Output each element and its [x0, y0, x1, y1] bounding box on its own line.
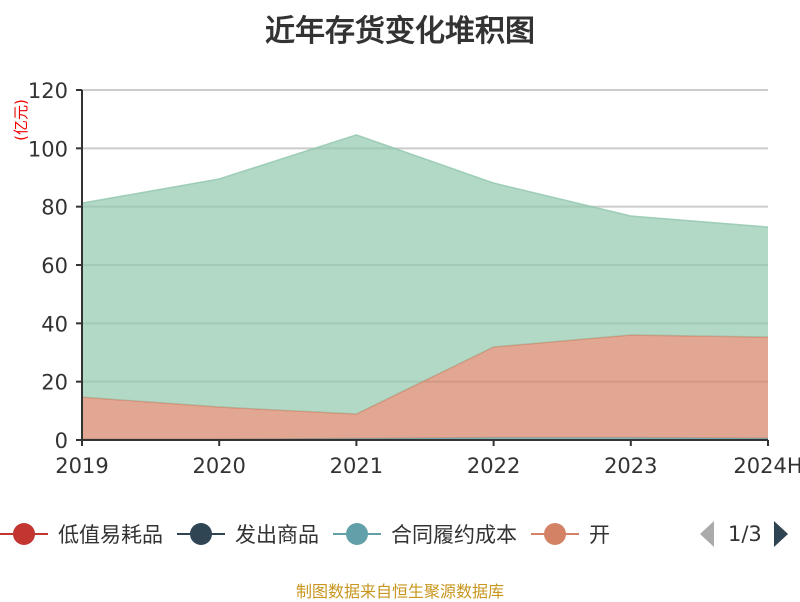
legend-label: 发出商品: [235, 523, 319, 547]
area-开: [82, 335, 768, 440]
y-tick-label: 120: [28, 79, 68, 103]
y-tick-label: 100: [28, 137, 68, 161]
x-tick-label: 2020: [192, 454, 245, 478]
x-tick-label: 2019: [55, 454, 108, 478]
legend-pager: 1/3: [700, 518, 800, 550]
legend-marker-icon: [0, 522, 48, 546]
legend-label: 合同履约成本: [391, 523, 517, 547]
x-tick-label: 2023: [604, 454, 657, 478]
legend-prev-arrow-icon[interactable]: [700, 521, 714, 547]
legend-item[interactable]: 低值易耗品: [0, 519, 163, 549]
legend-item[interactable]: 开: [531, 519, 610, 549]
y-tick-label: 60: [41, 254, 68, 278]
stacked-area-chart: 0 20 40 60 80 100 120 2019 2020 2021 2022 2023 2024H…: [12, 79, 800, 478]
legend-label: 开: [589, 523, 610, 547]
y-tick-label: 20: [41, 371, 68, 395]
legend-marker-icon: [333, 522, 381, 546]
y-tick-label: 80: [41, 196, 68, 220]
legend-marker-icon: [531, 522, 579, 546]
x-tick-label: 2022: [467, 454, 520, 478]
legend: 低值易耗品 发出商品 合同履约成本 开: [0, 518, 800, 550]
legend-item[interactable]: 发出商品: [177, 519, 319, 549]
area-series-4: [82, 134, 768, 415]
legend-item[interactable]: 合同履约成本: [333, 519, 517, 549]
y-tick-label: 0: [55, 429, 68, 453]
line-series-4: [81, 134, 769, 228]
chart-title: 近年存货变化堆积图: [265, 14, 535, 49]
legend-marker-icon: [177, 522, 225, 546]
x-tick-label: 2024H: [733, 454, 800, 478]
x-tick-label: 2021: [330, 454, 383, 478]
legend-page-indicator: 1/3: [728, 522, 762, 546]
y-axis-label: (亿元): [12, 99, 30, 141]
legend-label: 低值易耗品: [58, 523, 163, 547]
legend-next-arrow-icon[interactable]: [773, 521, 788, 547]
y-tick-label: 40: [41, 312, 68, 336]
data-source-note: 制图数据来自恒生聚源数据库: [295, 582, 504, 601]
